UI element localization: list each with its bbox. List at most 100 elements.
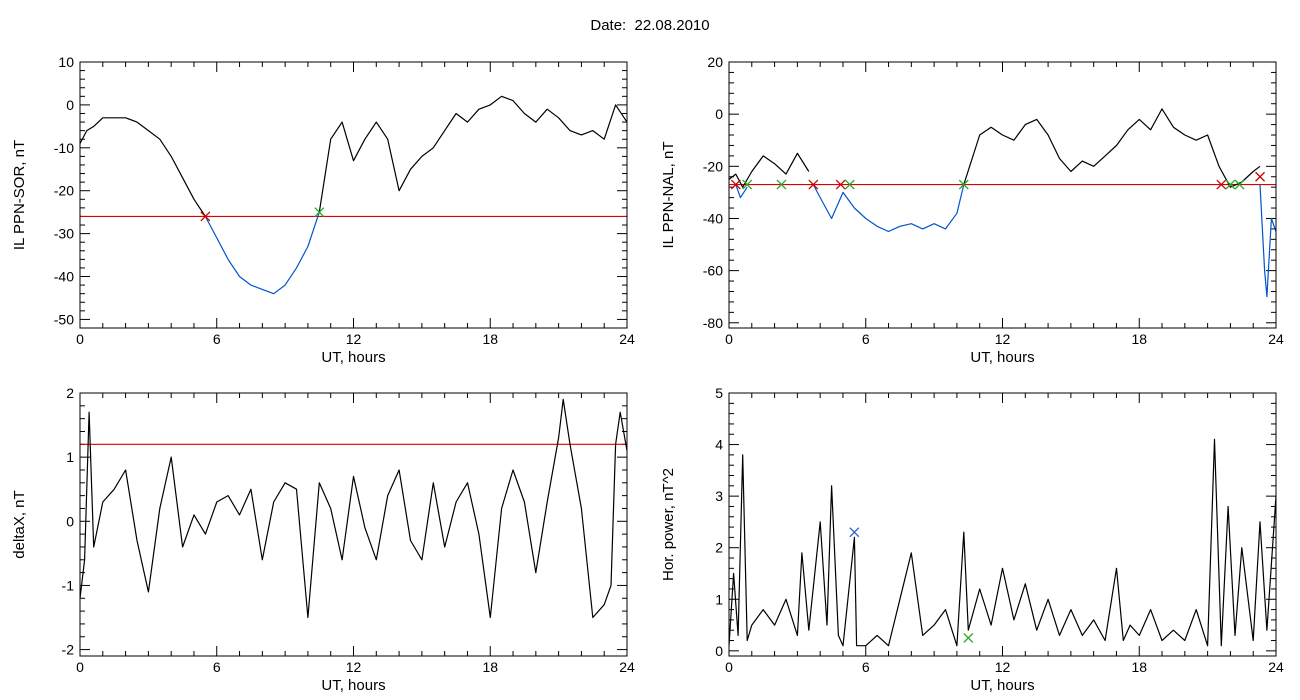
chart-panel-1: 0 6 12 18 24 10 0 -10 -20 -30 -40 -50 UT, hours IL PP… bbox=[11, 54, 635, 366]
y-tick-label: -60 bbox=[703, 263, 723, 279]
x-tick-label: 0 bbox=[76, 331, 84, 347]
y-tick-label: 4 bbox=[715, 437, 723, 453]
plot-frame bbox=[79, 61, 628, 329]
marker-stroke bbox=[1225, 179, 1236, 190]
y-tick-label: 1 bbox=[715, 591, 723, 607]
x-tick-label: 0 bbox=[725, 331, 733, 347]
y-tick-label: 2 bbox=[715, 540, 723, 556]
y-tick-label: -50 bbox=[54, 311, 74, 327]
y-tick-label: 0 bbox=[715, 106, 723, 122]
x-tick-label: 24 bbox=[619, 331, 635, 347]
marker-cross bbox=[776, 179, 787, 190]
y-axis-label: Hor. power, nT^2 bbox=[660, 468, 677, 581]
marker-cross bbox=[808, 179, 819, 190]
series-line-3 bbox=[812, 184, 965, 233]
plot-area bbox=[80, 398, 627, 619]
chart-panel-4: 0 6 12 18 24 5 4 3 2 1 0 UT, hours Hor. power, nT^2 bbox=[660, 385, 1284, 694]
y-tick-label: 3 bbox=[715, 488, 723, 504]
y-axis-label: deltaX, nT bbox=[11, 490, 28, 558]
y-tick-label: -10 bbox=[54, 140, 74, 156]
y-tick-label: 0 bbox=[66, 513, 74, 529]
marker-cross bbox=[742, 179, 753, 190]
page-title: Date: 22.08.2010 bbox=[590, 17, 710, 34]
series-line-1 bbox=[729, 438, 1276, 647]
y-tick-label: -2 bbox=[62, 642, 75, 658]
x-tick-label: 6 bbox=[213, 331, 221, 347]
marker-cross bbox=[849, 527, 860, 538]
marker-cross bbox=[1216, 179, 1227, 190]
x-tick-label: 12 bbox=[346, 659, 362, 675]
plot-frame bbox=[728, 61, 1277, 329]
marker-stroke bbox=[849, 527, 860, 538]
x-tick-label: 12 bbox=[346, 331, 362, 347]
x-tick-label: 24 bbox=[619, 659, 635, 675]
x-axis-label: UT, hours bbox=[321, 677, 385, 694]
x-tick-label: 18 bbox=[482, 331, 498, 347]
y-tick-label: 0 bbox=[715, 643, 723, 659]
y-tick-label: -1 bbox=[62, 577, 75, 593]
plot-frame bbox=[728, 392, 1277, 657]
x-tick-label: 24 bbox=[1268, 659, 1284, 675]
x-tick-label: 6 bbox=[862, 331, 870, 347]
y-tick-label: 2 bbox=[66, 385, 74, 401]
marker-cross bbox=[730, 179, 741, 190]
marker-cross bbox=[1234, 179, 1245, 190]
x-tick-label: 6 bbox=[213, 659, 221, 675]
x-tick-label: 18 bbox=[1131, 659, 1147, 675]
marker-stroke bbox=[958, 179, 969, 190]
marker-stroke bbox=[1234, 179, 1245, 190]
y-tick-label: 10 bbox=[58, 54, 74, 70]
x-tick-label: 12 bbox=[995, 331, 1011, 347]
y-tick-label: 0 bbox=[66, 97, 74, 113]
marker-stroke bbox=[200, 211, 211, 222]
chart-panel-2: 0 6 12 18 24 20 0 -20 -40 -60 -80 UT, hours IL PPN-N… bbox=[660, 54, 1284, 366]
x-tick-label: 18 bbox=[482, 659, 498, 675]
marker-cross bbox=[1225, 179, 1236, 190]
y-tick-label: 5 bbox=[715, 385, 723, 401]
plot-frame bbox=[79, 392, 628, 657]
x-tick-label: 12 bbox=[995, 659, 1011, 675]
x-tick-label: 24 bbox=[1268, 331, 1284, 347]
y-tick-label: -20 bbox=[703, 158, 723, 174]
y-tick-label: -30 bbox=[54, 226, 74, 242]
y-tick-label: 20 bbox=[707, 54, 723, 70]
x-axis-label: UT, hours bbox=[970, 349, 1034, 366]
marker-stroke bbox=[730, 179, 741, 190]
x-tick-label: 6 bbox=[862, 659, 870, 675]
series-line-2 bbox=[204, 212, 320, 295]
series-line-2 bbox=[735, 184, 748, 199]
marker-cross bbox=[200, 211, 211, 222]
series-line-4 bbox=[963, 108, 1261, 188]
chart-panel-3: 0 6 12 18 24 2 1 0 -1 -2 UT, hours deltaX, nT bbox=[11, 385, 635, 694]
plot-area bbox=[80, 95, 627, 295]
marker-cross bbox=[844, 179, 855, 190]
series-line-3 bbox=[318, 95, 627, 213]
marker-cross bbox=[963, 632, 974, 643]
y-tick-label: -80 bbox=[703, 315, 723, 331]
marker-cross bbox=[1255, 171, 1266, 182]
x-tick-label: 18 bbox=[1131, 331, 1147, 347]
y-axis-label: IL PPN-NAL, nT bbox=[660, 142, 677, 249]
y-tick-label: -40 bbox=[54, 269, 74, 285]
y-axis-label: IL PPN-SOR, nT bbox=[11, 140, 28, 250]
x-tick-label: 0 bbox=[76, 659, 84, 675]
x-tick-label: 0 bbox=[725, 659, 733, 675]
marker-stroke bbox=[835, 179, 846, 190]
marker-cross bbox=[314, 207, 325, 218]
marker-stroke bbox=[314, 207, 325, 218]
marker-stroke bbox=[808, 179, 819, 190]
y-tick-label: 1 bbox=[66, 449, 74, 465]
series-line-5 bbox=[1259, 184, 1276, 298]
plot-area bbox=[729, 108, 1276, 298]
plot-area bbox=[729, 438, 1276, 647]
y-tick-label: -20 bbox=[54, 183, 74, 199]
y-tick-label: -40 bbox=[703, 210, 723, 226]
series-line-1 bbox=[729, 152, 810, 188]
marker-stroke bbox=[776, 179, 787, 190]
marker-stroke bbox=[1216, 179, 1227, 190]
series-line-1 bbox=[80, 117, 206, 217]
x-axis-label: UT, hours bbox=[321, 349, 385, 366]
series-line-1 bbox=[80, 398, 627, 619]
x-axis-label: UT, hours bbox=[970, 677, 1034, 694]
